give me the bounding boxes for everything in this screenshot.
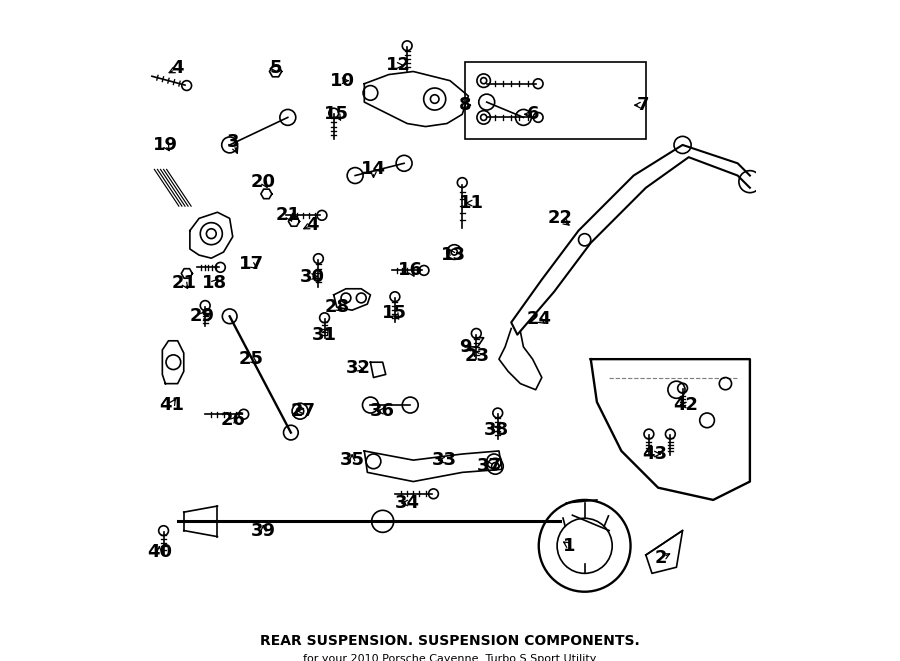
Text: 7: 7 xyxy=(636,96,649,114)
Text: 20: 20 xyxy=(251,173,275,190)
Text: 6: 6 xyxy=(526,105,539,124)
Text: 37: 37 xyxy=(477,457,502,475)
Text: 31: 31 xyxy=(312,326,337,344)
Text: 11: 11 xyxy=(459,194,484,212)
Text: 34: 34 xyxy=(395,494,419,512)
Text: 38: 38 xyxy=(483,420,508,438)
Text: 23: 23 xyxy=(465,347,490,365)
Text: 29: 29 xyxy=(190,307,214,325)
Text: 15: 15 xyxy=(324,105,349,124)
Text: 10: 10 xyxy=(330,71,356,90)
Text: 13: 13 xyxy=(441,246,465,264)
Text: REAR SUSPENSION. SUSPENSION COMPONENTS.: REAR SUSPENSION. SUSPENSION COMPONENTS. xyxy=(260,634,640,648)
Text: 16: 16 xyxy=(398,261,423,280)
Text: 17: 17 xyxy=(238,255,264,273)
Text: 30: 30 xyxy=(300,268,325,286)
Text: 15: 15 xyxy=(382,304,408,323)
Text: 40: 40 xyxy=(147,543,172,561)
Text: 19: 19 xyxy=(153,136,178,154)
Text: 32: 32 xyxy=(346,360,371,377)
Text: 35: 35 xyxy=(339,451,365,469)
Bar xyxy=(465,62,646,139)
Text: 9: 9 xyxy=(459,338,472,356)
Text: 39: 39 xyxy=(251,522,275,539)
Text: 18: 18 xyxy=(202,274,227,292)
Text: 21: 21 xyxy=(171,274,196,292)
Text: 14: 14 xyxy=(361,161,386,178)
Text: 24: 24 xyxy=(526,311,551,329)
Text: 27: 27 xyxy=(291,402,316,420)
Text: 2: 2 xyxy=(655,549,668,567)
Text: 33: 33 xyxy=(431,451,456,469)
Text: 28: 28 xyxy=(324,298,349,316)
Text: 26: 26 xyxy=(220,411,245,430)
Text: 21: 21 xyxy=(275,206,301,224)
Text: 8: 8 xyxy=(459,96,472,114)
Text: 4: 4 xyxy=(171,59,184,77)
Text: 22: 22 xyxy=(548,210,572,227)
Text: 25: 25 xyxy=(238,350,264,368)
Text: 5: 5 xyxy=(269,59,282,77)
Text: 41: 41 xyxy=(159,396,184,414)
Text: 42: 42 xyxy=(673,396,698,414)
Text: 36: 36 xyxy=(370,402,395,420)
Text: 43: 43 xyxy=(643,445,668,463)
Text: 12: 12 xyxy=(385,56,410,75)
Text: 1: 1 xyxy=(563,537,576,555)
Text: for your 2010 Porsche Cayenne  Turbo S Sport Utility: for your 2010 Porsche Cayenne Turbo S Sp… xyxy=(303,654,597,661)
Text: 3: 3 xyxy=(227,133,239,151)
Text: 4: 4 xyxy=(306,215,319,233)
